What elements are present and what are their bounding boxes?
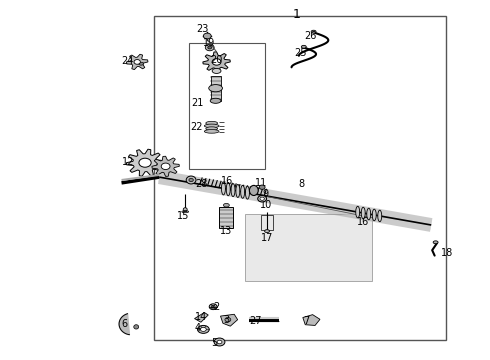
Ellipse shape xyxy=(356,206,360,218)
Ellipse shape xyxy=(301,45,306,48)
Ellipse shape xyxy=(197,325,209,333)
Ellipse shape xyxy=(214,338,225,346)
Ellipse shape xyxy=(361,207,365,219)
Ellipse shape xyxy=(212,68,221,73)
Polygon shape xyxy=(119,314,129,335)
Ellipse shape xyxy=(249,185,258,195)
Ellipse shape xyxy=(225,318,231,322)
Text: 8: 8 xyxy=(298,179,304,189)
Ellipse shape xyxy=(210,98,221,103)
Ellipse shape xyxy=(226,183,230,196)
Ellipse shape xyxy=(206,121,218,125)
Text: 27: 27 xyxy=(249,316,262,326)
Text: 22: 22 xyxy=(190,122,203,132)
Ellipse shape xyxy=(203,33,211,39)
Polygon shape xyxy=(195,312,208,322)
Text: 18: 18 xyxy=(441,248,453,258)
Ellipse shape xyxy=(208,46,212,49)
Text: 20: 20 xyxy=(211,55,223,66)
Ellipse shape xyxy=(433,241,438,244)
Text: 26: 26 xyxy=(304,31,316,41)
Ellipse shape xyxy=(200,328,206,331)
Polygon shape xyxy=(203,52,230,72)
Bar xyxy=(245,214,372,281)
Ellipse shape xyxy=(378,210,382,222)
Text: 1: 1 xyxy=(293,8,300,21)
Ellipse shape xyxy=(231,184,235,197)
Ellipse shape xyxy=(182,211,189,213)
Text: 2: 2 xyxy=(213,302,220,312)
Polygon shape xyxy=(152,156,179,176)
Ellipse shape xyxy=(211,305,215,308)
Ellipse shape xyxy=(259,185,265,189)
Ellipse shape xyxy=(311,30,316,33)
Ellipse shape xyxy=(258,195,267,202)
Ellipse shape xyxy=(134,60,140,64)
Text: 16: 16 xyxy=(220,176,233,186)
Ellipse shape xyxy=(204,124,219,128)
Bar xyxy=(219,207,233,228)
Ellipse shape xyxy=(204,130,219,133)
Bar xyxy=(189,43,265,169)
Text: 10: 10 xyxy=(260,200,272,210)
Text: 21: 21 xyxy=(191,98,203,108)
Text: 4: 4 xyxy=(195,323,201,333)
Ellipse shape xyxy=(265,230,270,233)
Polygon shape xyxy=(126,149,164,176)
Text: 25: 25 xyxy=(294,48,307,58)
Ellipse shape xyxy=(134,325,139,329)
Text: 16: 16 xyxy=(357,217,369,228)
Text: 19: 19 xyxy=(203,38,216,48)
Bar xyxy=(261,215,273,230)
Text: 13: 13 xyxy=(220,226,232,236)
Text: 23: 23 xyxy=(196,24,208,34)
Ellipse shape xyxy=(223,203,229,207)
Polygon shape xyxy=(220,314,238,326)
Text: 12: 12 xyxy=(122,157,134,167)
Text: 15: 15 xyxy=(177,211,190,221)
Ellipse shape xyxy=(161,163,170,170)
Ellipse shape xyxy=(241,185,245,198)
Ellipse shape xyxy=(183,208,187,211)
Text: 6: 6 xyxy=(122,319,127,329)
Text: 28: 28 xyxy=(195,179,207,189)
Bar xyxy=(211,76,220,101)
Ellipse shape xyxy=(245,186,249,199)
Ellipse shape xyxy=(209,85,222,92)
Text: 14: 14 xyxy=(195,312,207,322)
Ellipse shape xyxy=(139,158,151,167)
Ellipse shape xyxy=(260,197,265,200)
Ellipse shape xyxy=(372,209,376,221)
Text: 7: 7 xyxy=(303,316,309,326)
Ellipse shape xyxy=(217,340,222,344)
Ellipse shape xyxy=(189,178,193,181)
Ellipse shape xyxy=(236,184,240,197)
Ellipse shape xyxy=(205,44,214,51)
Ellipse shape xyxy=(209,304,217,310)
Ellipse shape xyxy=(186,176,196,184)
Bar xyxy=(154,16,446,340)
Ellipse shape xyxy=(206,127,218,130)
Text: 3: 3 xyxy=(223,315,229,325)
Text: 9: 9 xyxy=(262,189,269,199)
Ellipse shape xyxy=(367,208,370,220)
Text: 5: 5 xyxy=(211,338,217,348)
Polygon shape xyxy=(303,315,320,325)
Ellipse shape xyxy=(139,62,144,65)
Text: 11: 11 xyxy=(255,178,267,188)
Text: 24: 24 xyxy=(122,56,134,66)
Ellipse shape xyxy=(212,59,221,65)
Ellipse shape xyxy=(221,182,225,195)
Text: 17: 17 xyxy=(261,233,273,243)
Polygon shape xyxy=(126,54,148,69)
